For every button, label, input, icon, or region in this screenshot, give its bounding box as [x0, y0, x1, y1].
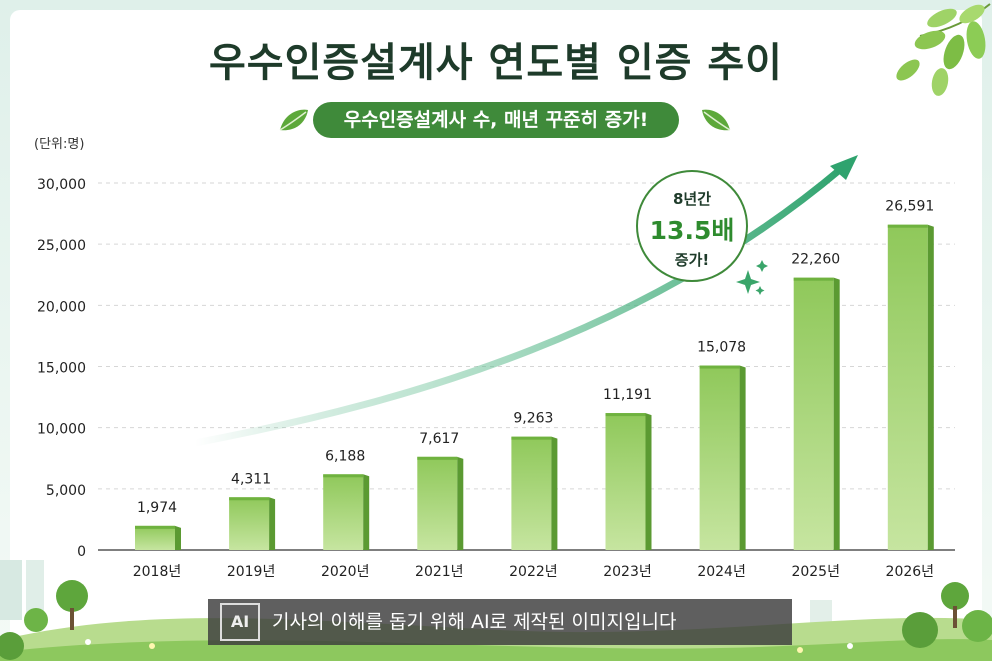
bar-side: [457, 456, 464, 550]
bar: [135, 525, 181, 550]
bar: [605, 413, 652, 550]
trend-arrow-head: [830, 155, 858, 180]
bar: [887, 224, 934, 550]
bar-face: [887, 224, 928, 550]
bar-top: [417, 456, 458, 460]
leaf-icon-right: [702, 109, 731, 131]
leaf-icon-left: [279, 109, 308, 131]
x-tick-label: 2022년: [509, 564, 558, 580]
bar-side: [363, 474, 370, 550]
x-tick-label: 2025년: [791, 564, 840, 580]
bar-face: [605, 413, 646, 550]
bar-face: [511, 436, 552, 550]
bar-value-label: 22,260: [791, 252, 840, 268]
bar-face: [699, 365, 740, 550]
bar-side: [645, 413, 652, 550]
bar-value-label: 15,078: [697, 340, 746, 356]
bar: [793, 277, 840, 550]
y-tick-label: 5,000: [46, 483, 86, 499]
branch-leaves-icon: [896, 3, 991, 96]
bar: [699, 365, 746, 550]
bar-value-label: 26,591: [885, 199, 934, 215]
bar: [323, 474, 370, 550]
bar-value-label: 7,617: [419, 431, 459, 447]
bar-top: [793, 277, 834, 281]
bar: [511, 436, 558, 550]
x-tick-label: 2026년: [886, 564, 935, 580]
y-tick-label: 0: [77, 544, 86, 560]
x-tick-label: 2021년: [415, 564, 464, 580]
bar-top: [511, 436, 552, 440]
bar-side: [269, 497, 276, 550]
bar-side: [739, 365, 746, 550]
subtitle-pill: 우수인증설계사 수, 매년 꾸준히 증가!: [313, 102, 679, 138]
bar-value-label: 9,263: [513, 411, 553, 427]
chart-title: 우수인증설계사 연도별 인증 추이: [209, 40, 783, 86]
bar-value-label: 4,311: [231, 471, 271, 487]
bar-face: [417, 456, 458, 550]
bar-face: [323, 474, 364, 550]
bar-top: [605, 413, 646, 417]
bar-value-label: 1,974: [137, 500, 177, 516]
badge-line2: 13.5배: [649, 216, 735, 245]
y-tick-label: 25,000: [37, 238, 86, 254]
bar-top: [323, 474, 364, 478]
y-tick-label: 10,000: [37, 422, 86, 438]
bar-value-label: 11,191: [603, 387, 652, 403]
x-tick-label: 2024년: [697, 564, 746, 580]
bar-side: [175, 525, 181, 550]
trend-arrow: [191, 164, 846, 447]
y-tick-label: 15,000: [37, 361, 86, 377]
x-tick-label: 2023년: [603, 564, 652, 580]
bar-top: [887, 224, 928, 228]
bar-face: [229, 497, 270, 550]
disclaimer-text: 기사의 이해를 돕기 위해 AI로 제작된 이미지입니다: [272, 611, 677, 633]
bar-top: [135, 525, 175, 529]
bar-face: [793, 277, 834, 550]
y-tick-label: 30,000: [37, 177, 86, 193]
sparkle-icon: [736, 260, 768, 295]
bar-value-label: 6,188: [325, 448, 365, 464]
y-tick-label: 20,000: [37, 299, 86, 315]
x-tick-label: 2019년: [227, 564, 276, 580]
bar-top: [229, 497, 270, 501]
bar: [229, 497, 276, 550]
bar-side: [833, 277, 840, 550]
ai-mark-icon: AI: [220, 603, 260, 641]
bar-top: [699, 365, 740, 369]
badge-line1: 8년간: [672, 190, 712, 208]
badge-line3: 증가!: [674, 251, 710, 269]
ai-disclaimer-banner: AI 기사의 이해를 돕기 위해 AI로 제작된 이미지입니다: [208, 599, 792, 645]
bar-side: [927, 224, 934, 550]
x-tick-label: 2020년: [321, 564, 370, 580]
unit-label: (단위:명): [34, 137, 85, 152]
bar-side: [551, 436, 558, 550]
bar-face: [135, 525, 175, 550]
bar: [417, 456, 464, 550]
x-tick-label: 2018년: [133, 564, 182, 580]
growth-badge: 8년간 13.5배 증가!: [636, 170, 748, 282]
